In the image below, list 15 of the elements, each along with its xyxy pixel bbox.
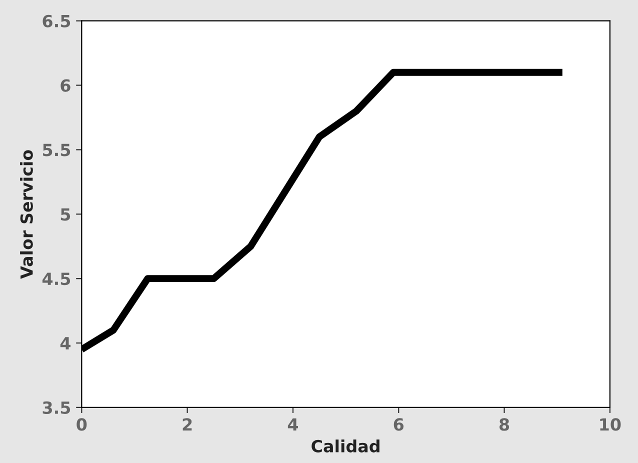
y-tick-label: 4.5 bbox=[42, 272, 70, 286]
y-tick-label: 3.5 bbox=[42, 401, 70, 414]
x-tick-label: 4 bbox=[288, 418, 298, 431]
x-tick-label: 0 bbox=[76, 418, 87, 431]
y-tick-label: 5.5 bbox=[43, 144, 70, 156]
x-tick-label: 6 bbox=[394, 418, 404, 431]
y-tick-label: 6.5 bbox=[42, 14, 70, 28]
y-tick-label: 5 bbox=[60, 208, 70, 221]
y-tick-label: 6 bbox=[60, 79, 70, 92]
x-tick-label: 8 bbox=[499, 418, 510, 431]
x-axis-title: Calidad bbox=[312, 440, 380, 452]
y-axis-title: Valor Servicio bbox=[20, 150, 33, 279]
y-tick-label: 4 bbox=[60, 337, 70, 350]
x-tick-label: 10 bbox=[600, 418, 621, 431]
x-tick-label: 2 bbox=[182, 418, 192, 431]
